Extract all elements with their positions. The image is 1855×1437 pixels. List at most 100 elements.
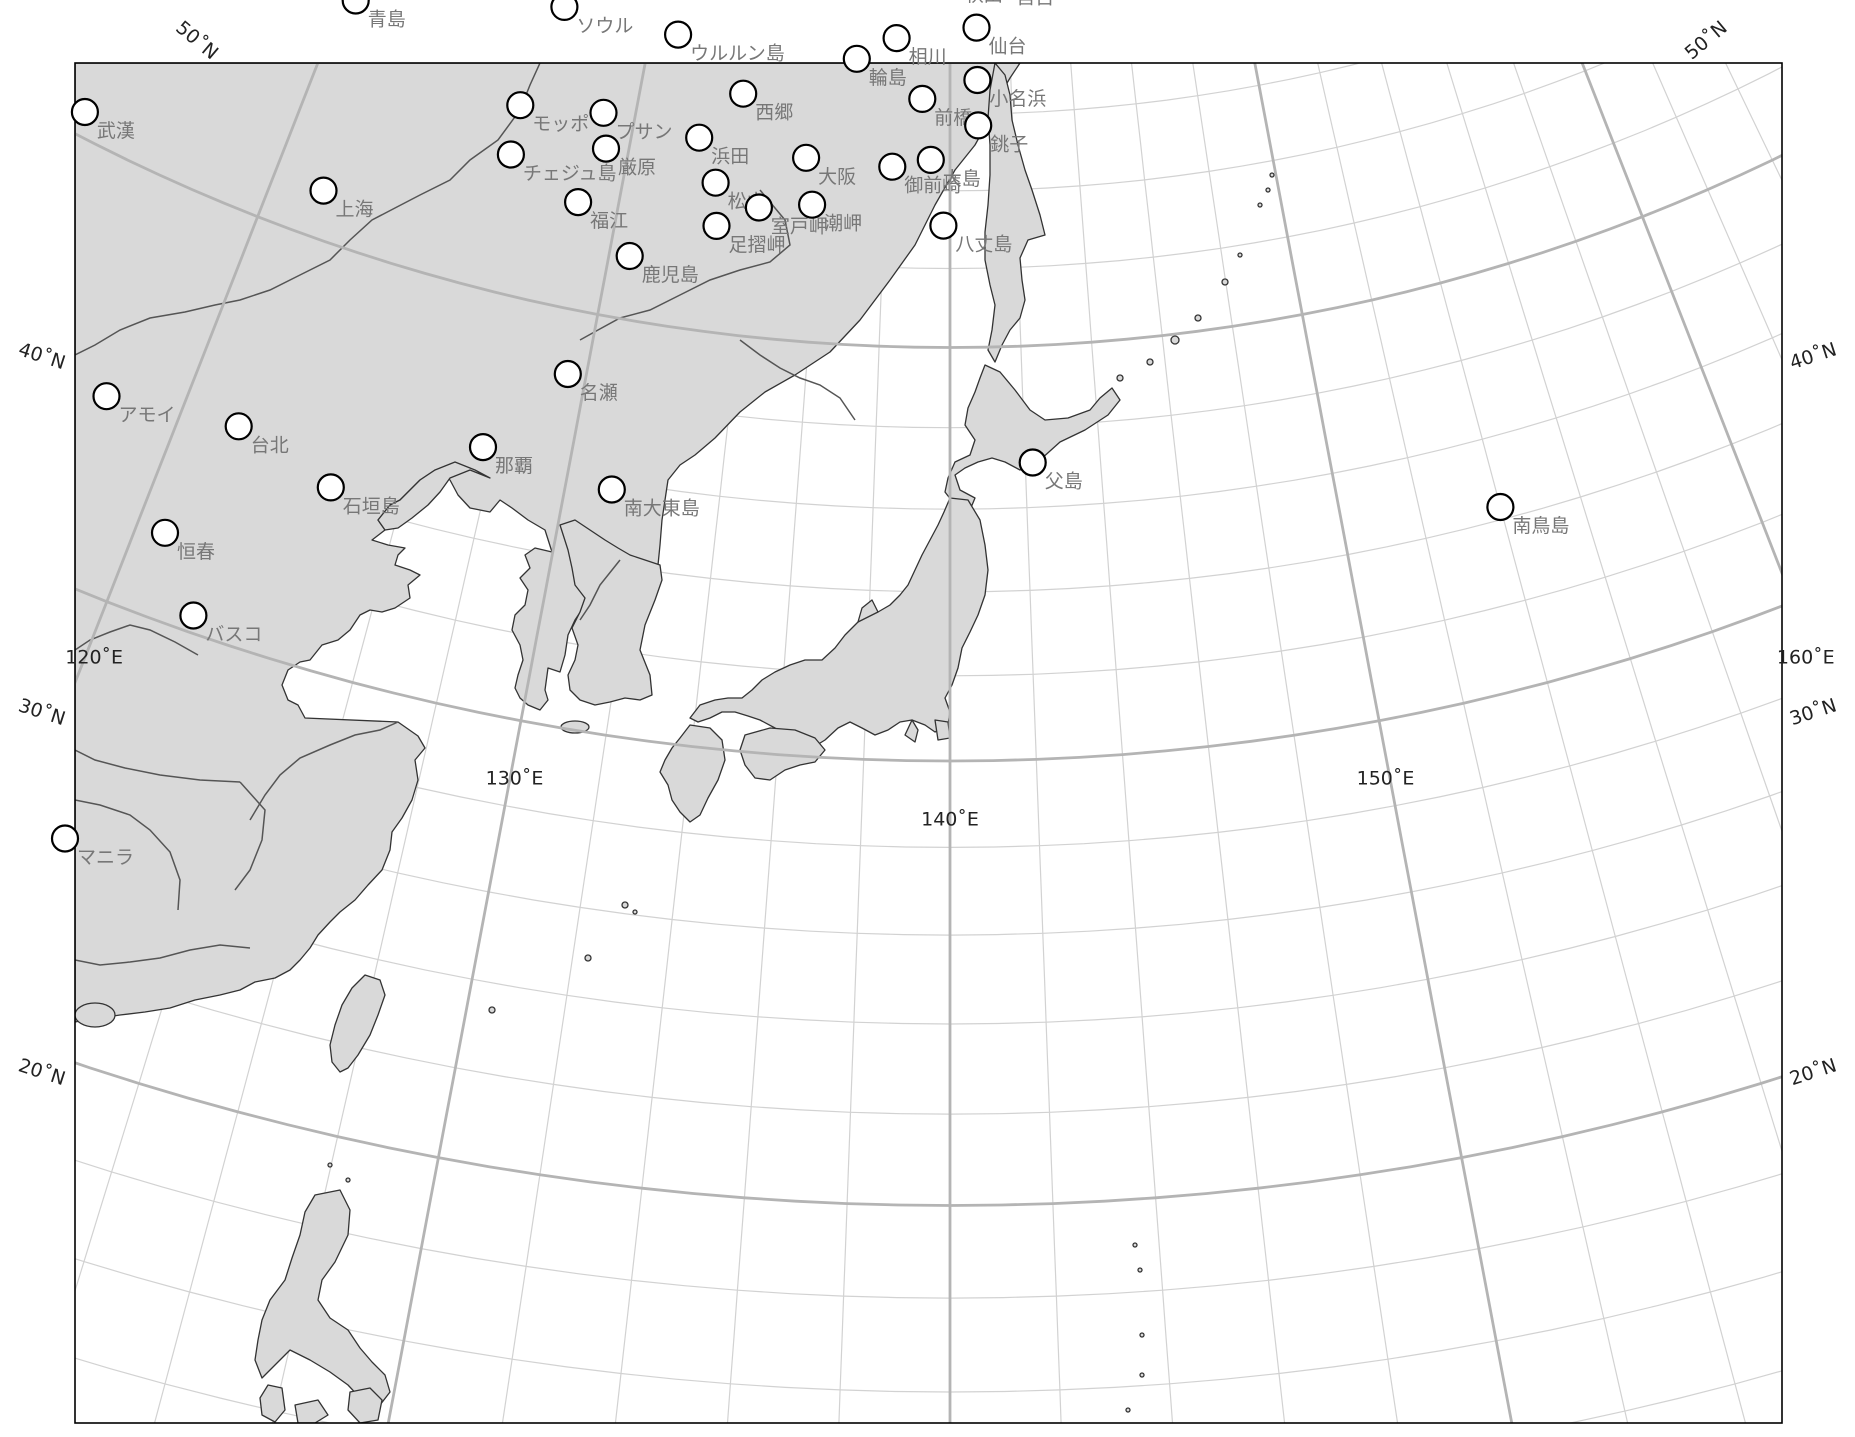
station-marker[interactable] (791, 143, 821, 172)
station[interactable]: 武漢 (70, 97, 135, 142)
izu-peninsula (904, 719, 919, 743)
station[interactable]: 福江 (563, 188, 628, 232)
station-marker[interactable] (1018, 448, 1047, 477)
station-label: アモイ (119, 404, 176, 426)
station-marker[interactable] (179, 601, 208, 630)
station-marker[interactable] (150, 518, 180, 547)
station-label: 父島 (1045, 471, 1083, 493)
station[interactable]: 八丈島 (929, 211, 1012, 256)
meridian-minor (1652, 63, 1782, 362)
station[interactable]: 青島 (341, 0, 406, 31)
station[interactable]: チェジュ島 (496, 140, 617, 185)
station-marker[interactable] (744, 193, 774, 222)
station-marker[interactable] (591, 134, 621, 163)
station-marker[interactable] (797, 190, 827, 219)
station-label: 福江 (590, 210, 628, 232)
station-marker[interactable] (309, 176, 338, 205)
station-marker[interactable] (224, 412, 253, 441)
station-marker[interactable] (878, 152, 907, 181)
station-marker[interactable] (964, 111, 993, 140)
station[interactable]: ウルルン島 (663, 20, 785, 65)
station[interactable]: 南鳥島 (1486, 492, 1569, 537)
station-marker[interactable] (916, 145, 945, 174)
station-marker[interactable] (685, 123, 714, 152)
lat-label-left: 50˚N (171, 17, 222, 65)
station[interactable]: 父島 (1018, 448, 1083, 493)
meridian-major (75, 63, 320, 687)
station[interactable]: 大島 (916, 145, 981, 190)
station-marker[interactable] (615, 241, 644, 271)
station-marker[interactable] (553, 359, 582, 389)
station-marker[interactable] (50, 824, 80, 853)
station[interactable]: バスコ (179, 601, 262, 646)
station-label: 室戸岬 (771, 216, 828, 238)
station-marker[interactable] (341, 0, 370, 15)
station-label: 足摺岬 (729, 234, 786, 256)
station-marker[interactable] (963, 65, 992, 95)
station[interactable]: マニラ (50, 824, 134, 869)
station[interactable]: 宮古 (991, 0, 1054, 9)
station-marker[interactable] (496, 140, 525, 169)
station-marker[interactable] (882, 23, 911, 53)
station[interactable]: 台北 (224, 412, 289, 456)
station-marker[interactable] (1486, 492, 1515, 522)
station[interactable]: プサン (589, 98, 673, 143)
station[interactable]: 上海 (309, 176, 374, 221)
station-marker[interactable] (550, 0, 579, 21)
meridian-minor (1446, 63, 1782, 1154)
station-marker[interactable] (729, 79, 758, 108)
station-marker[interactable] (589, 98, 618, 127)
station-marker[interactable] (908, 84, 937, 114)
station[interactable]: 室戸岬 (744, 193, 828, 238)
station[interactable]: モッポ (506, 91, 589, 135)
station[interactable]: 潮岬 (797, 190, 862, 235)
meridian-minor (1317, 63, 1629, 1423)
station[interactable]: 仙台 (962, 13, 1027, 58)
station[interactable]: 名瀬 (553, 359, 618, 404)
station[interactable]: 相川 (882, 23, 947, 68)
station-label: 南鳥島 (1512, 515, 1569, 537)
station[interactable]: 南大東島 (597, 475, 700, 520)
station[interactable]: 銚子 (964, 111, 1028, 155)
station[interactable]: 小名浜 (963, 65, 1046, 110)
station-marker[interactable] (702, 211, 731, 240)
station[interactable]: 厳原 (591, 134, 656, 179)
station-marker[interactable] (929, 211, 958, 240)
station-marker[interactable] (506, 91, 535, 120)
station-marker[interactable] (70, 97, 100, 127)
station-label: 銚子 (990, 133, 1028, 155)
station[interactable]: 西郷 (729, 79, 793, 124)
korean-peninsula (559, 519, 663, 706)
asia-mainland (75, 63, 1021, 1023)
station[interactable]: アモイ (92, 382, 176, 426)
station[interactable]: 御前崎 (878, 152, 961, 197)
station-marker[interactable] (663, 20, 693, 49)
station[interactable]: 大阪 (791, 143, 856, 188)
station[interactable]: 足摺岬 (702, 211, 786, 256)
parallel-minor (75, 775, 1782, 936)
station-marker[interactable] (92, 382, 121, 411)
station-marker[interactable] (597, 475, 626, 504)
station-marker[interactable] (962, 13, 991, 42)
station[interactable]: 前橋 (908, 84, 972, 129)
station-marker[interactable] (842, 44, 871, 73)
station[interactable]: ソウル (550, 0, 633, 37)
station-label: 台北 (251, 434, 289, 456)
small-islands (327, 172, 1275, 1413)
lon-label-bottom: 130˚E (486, 768, 544, 790)
station[interactable]: 恒春 (150, 518, 215, 563)
station-marker[interactable] (701, 168, 730, 197)
station[interactable]: 石垣島 (316, 473, 400, 517)
station[interactable]: 輪島 (842, 44, 907, 89)
station[interactable]: 浜田 (685, 123, 749, 168)
station-marker[interactable] (316, 473, 345, 502)
station-marker[interactable] (563, 188, 593, 217)
meridian-minor (1567, 0, 1855, 650)
station-label: チェジュ島 (523, 163, 617, 185)
station[interactable]: 秋田 (940, 0, 1003, 6)
station[interactable]: 鹿児島 (615, 241, 699, 286)
station[interactable]: 那覇 (468, 433, 533, 477)
station-marker[interactable] (468, 433, 498, 462)
meridian-minor (1646, 0, 1855, 274)
